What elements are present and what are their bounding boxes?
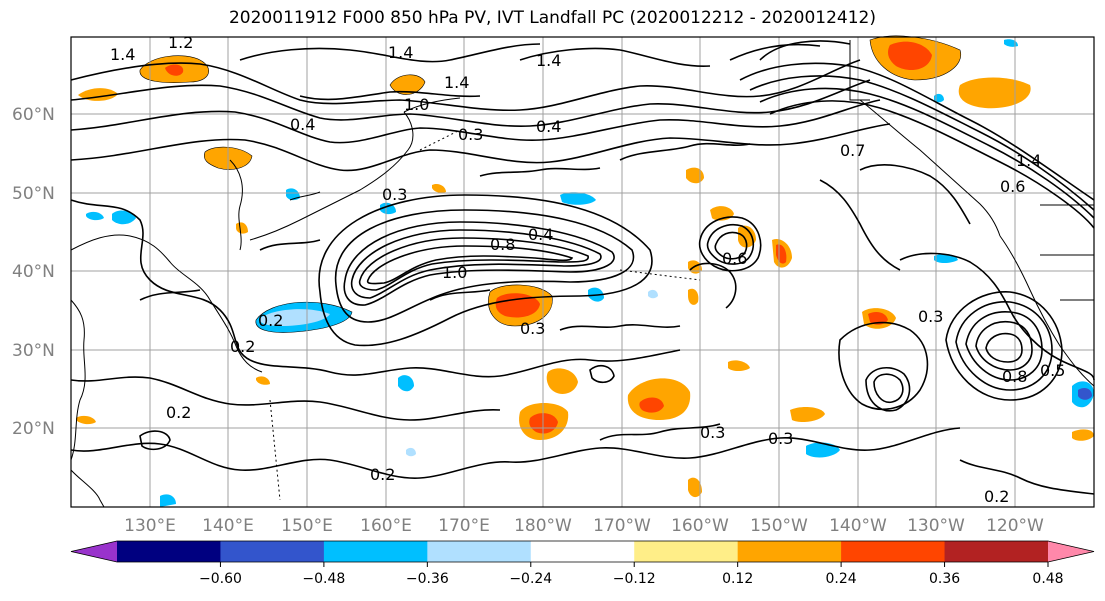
- contour-label: 0.2: [370, 465, 395, 484]
- contour-label: 0.3: [700, 423, 725, 442]
- colorbar-segment: [323, 541, 428, 562]
- contour-label: 1.4: [1016, 151, 1041, 170]
- latitude-labels: 60°N 50°N 40°N 30°N 20°N: [12, 105, 55, 439]
- colorbar-tick-label: −0.60: [199, 571, 242, 587]
- contour-label: 0.8: [1002, 367, 1027, 386]
- pv-contours: [70, 40, 1095, 495]
- contour-label: 0.4: [290, 115, 315, 134]
- contour-label: 1.0: [442, 263, 467, 282]
- lon-label: 160°E: [360, 516, 412, 536]
- colorbar-extend-low: [71, 541, 117, 562]
- colorbar: −0.60 −0.48 −0.36 −0.24 −0.12 0.12 0.24 0.36 0.4…: [70, 540, 1095, 587]
- colorbar-tick-label: 0.48: [1032, 571, 1063, 587]
- colorbar-segment: [944, 541, 1049, 562]
- colorbar-segment: [220, 541, 325, 562]
- colorbar-extend-high: [1048, 541, 1094, 562]
- contour-label: 0.3: [382, 185, 407, 204]
- map-title: 2020011912 F000 850 hPa PV, IVT Landfall…: [228, 8, 876, 28]
- colorbar-segments: [70, 540, 1095, 563]
- colorbar-segment: [117, 541, 221, 562]
- colorbar-tick-label: −0.24: [509, 571, 552, 587]
- lon-label: 130°W: [907, 516, 965, 536]
- contour-labels: 1.4 1.2 1.4 1.4 1.4 0.4 0.3 0.4 0.3 0.2 …: [110, 33, 1065, 506]
- lon-label: 140°E: [202, 516, 254, 536]
- colorbar-outline: [70, 540, 1095, 563]
- colorbar-tick-label: −0.48: [302, 571, 345, 587]
- lat-label: 60°N: [12, 105, 55, 125]
- contour-label: 0.2: [230, 337, 255, 356]
- positive-anomaly-fills: [76, 35, 1094, 498]
- colorbar-tick-label: −0.12: [613, 571, 656, 587]
- lon-label: 150°E: [281, 516, 333, 536]
- lat-label: 30°N: [12, 341, 55, 361]
- contour-label: 0.3: [458, 125, 483, 144]
- contour-label: 0.3: [768, 429, 793, 448]
- contour-label: 1.4: [110, 45, 135, 64]
- island-outlines: [269, 129, 701, 501]
- contour-label: 0.7: [840, 141, 865, 160]
- lon-label: 170°E: [438, 516, 490, 536]
- contour-label: 0.2: [166, 403, 191, 422]
- colorbar-tick-label: 0.36: [929, 571, 960, 587]
- lon-label: 150°W: [750, 516, 808, 536]
- contour-label: 0.6: [1000, 177, 1025, 196]
- lat-label: 50°N: [12, 184, 55, 204]
- colorbar-segment: [530, 541, 635, 562]
- map-area: [70, 35, 1095, 508]
- contour-label: 0.8: [490, 235, 515, 254]
- contour-label: 1.4: [536, 51, 561, 70]
- contour-label: 0.6: [722, 249, 747, 268]
- colorbar-tick-label: 0.12: [722, 571, 753, 587]
- contour-label: 0.5: [1040, 361, 1065, 380]
- contour-label: 1.2: [168, 33, 193, 52]
- lon-label: 130°E: [124, 516, 176, 536]
- colorbar-segment: [841, 541, 946, 562]
- lon-label: 120°W: [986, 516, 1044, 536]
- colorbar-ticks: −0.60 −0.48 −0.36 −0.24 −0.12 0.12 0.24 0.36 0.4…: [199, 562, 1064, 587]
- colorbar-segment: [634, 541, 739, 562]
- lat-label: 40°N: [12, 262, 55, 282]
- contour-label: 0.3: [918, 307, 943, 326]
- map-frame: [70, 36, 1095, 508]
- contour-label: 1.4: [388, 43, 413, 62]
- contour-label: 1.4: [444, 73, 469, 92]
- colorbar-segment: [737, 541, 842, 562]
- lon-label: 140°W: [829, 516, 887, 536]
- longitude-labels: 130°E 140°E 150°E 160°E 170°E 180°W 170°…: [124, 516, 1044, 536]
- contour-label: 0.2: [984, 487, 1009, 506]
- contour-label: 1.0: [404, 95, 429, 114]
- contour-label: 0.3: [520, 319, 545, 338]
- contour-label: 0.4: [536, 117, 561, 136]
- contour-label: 0.4: [528, 225, 553, 244]
- contour-label: 0.2: [258, 311, 283, 330]
- colorbar-segment: [427, 541, 532, 562]
- lat-label: 20°N: [12, 419, 55, 439]
- lon-label: 180°W: [514, 516, 572, 536]
- lon-label: 170°W: [593, 516, 651, 536]
- colorbar-tick-label: 0.24: [826, 571, 857, 587]
- lon-label: 160°W: [671, 516, 729, 536]
- colorbar-tick-label: −0.36: [406, 571, 449, 587]
